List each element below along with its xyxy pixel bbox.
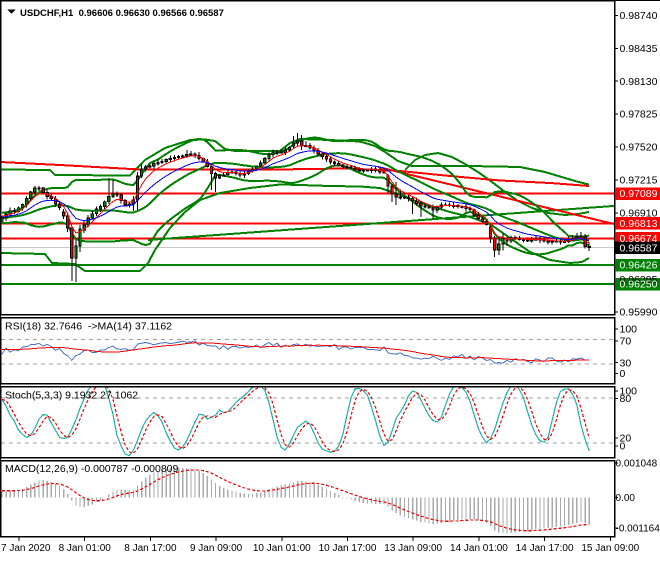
svg-text:RSI(18) 32.7646 ->MA(14) 37.1: RSI(18) 32.7646 ->MA(14) 37.1162 bbox=[5, 321, 172, 333]
svg-text:0.97089: 0.97089 bbox=[620, 188, 658, 200]
svg-text:70: 70 bbox=[620, 336, 632, 348]
svg-text:USDCHF,H1 0.96606 0.96630 0.9: USDCHF,H1 0.96606 0.96630 0.96566 0.9658… bbox=[20, 8, 224, 19]
svg-text:80: 80 bbox=[620, 393, 632, 405]
svg-text:8 Jan 17:00: 8 Jan 17:00 bbox=[124, 543, 177, 554]
svg-text:0.96587: 0.96587 bbox=[620, 242, 658, 254]
svg-text:MACD(12,26,9) -0.000787 -0.000: MACD(12,26,9) -0.000787 -0.000809 bbox=[5, 463, 179, 475]
svg-text:0.97215: 0.97215 bbox=[620, 175, 658, 187]
svg-text:7 Jan 2020: 7 Jan 2020 bbox=[1, 543, 51, 554]
svg-text:Stoch(5,3,3) 9.1932 27.1062: Stoch(5,3,3) 9.1932 27.1062 bbox=[5, 390, 138, 402]
svg-text:0: 0 bbox=[620, 368, 626, 380]
svg-text:0.98740: 0.98740 bbox=[620, 10, 658, 22]
svg-text:9 Jan 09:00: 9 Jan 09:00 bbox=[190, 543, 243, 554]
svg-text:8 Jan 01:00: 8 Jan 01:00 bbox=[59, 543, 112, 554]
svg-text:10 Jan 17:00: 10 Jan 17:00 bbox=[319, 543, 377, 554]
svg-text:-0.001164: -0.001164 bbox=[616, 524, 660, 535]
svg-text:10 Jan 01:00: 10 Jan 01:00 bbox=[253, 543, 311, 554]
svg-text:0.96813: 0.96813 bbox=[620, 218, 658, 230]
svg-text:0.98435: 0.98435 bbox=[620, 43, 658, 55]
svg-text:0.96250: 0.96250 bbox=[620, 279, 658, 291]
svg-text:13 Jan 09:00: 13 Jan 09:00 bbox=[384, 543, 442, 554]
svg-text:0.97520: 0.97520 bbox=[620, 142, 658, 154]
svg-text:0.95990: 0.95990 bbox=[620, 307, 658, 319]
svg-text:14 Jan 17:00: 14 Jan 17:00 bbox=[516, 543, 574, 554]
svg-text:14 Jan 01:00: 14 Jan 01:00 bbox=[450, 543, 508, 554]
svg-text:0.97825: 0.97825 bbox=[620, 109, 658, 121]
svg-text:15 Jan 09:00: 15 Jan 09:00 bbox=[581, 543, 639, 554]
svg-text:100: 100 bbox=[620, 323, 638, 335]
svg-text:0.96426: 0.96426 bbox=[620, 260, 658, 272]
svg-text:0.00: 0.00 bbox=[616, 493, 636, 504]
svg-text:0.98130: 0.98130 bbox=[620, 76, 658, 88]
svg-text:0.001048: 0.001048 bbox=[616, 459, 658, 470]
svg-text:0: 0 bbox=[620, 441, 626, 453]
